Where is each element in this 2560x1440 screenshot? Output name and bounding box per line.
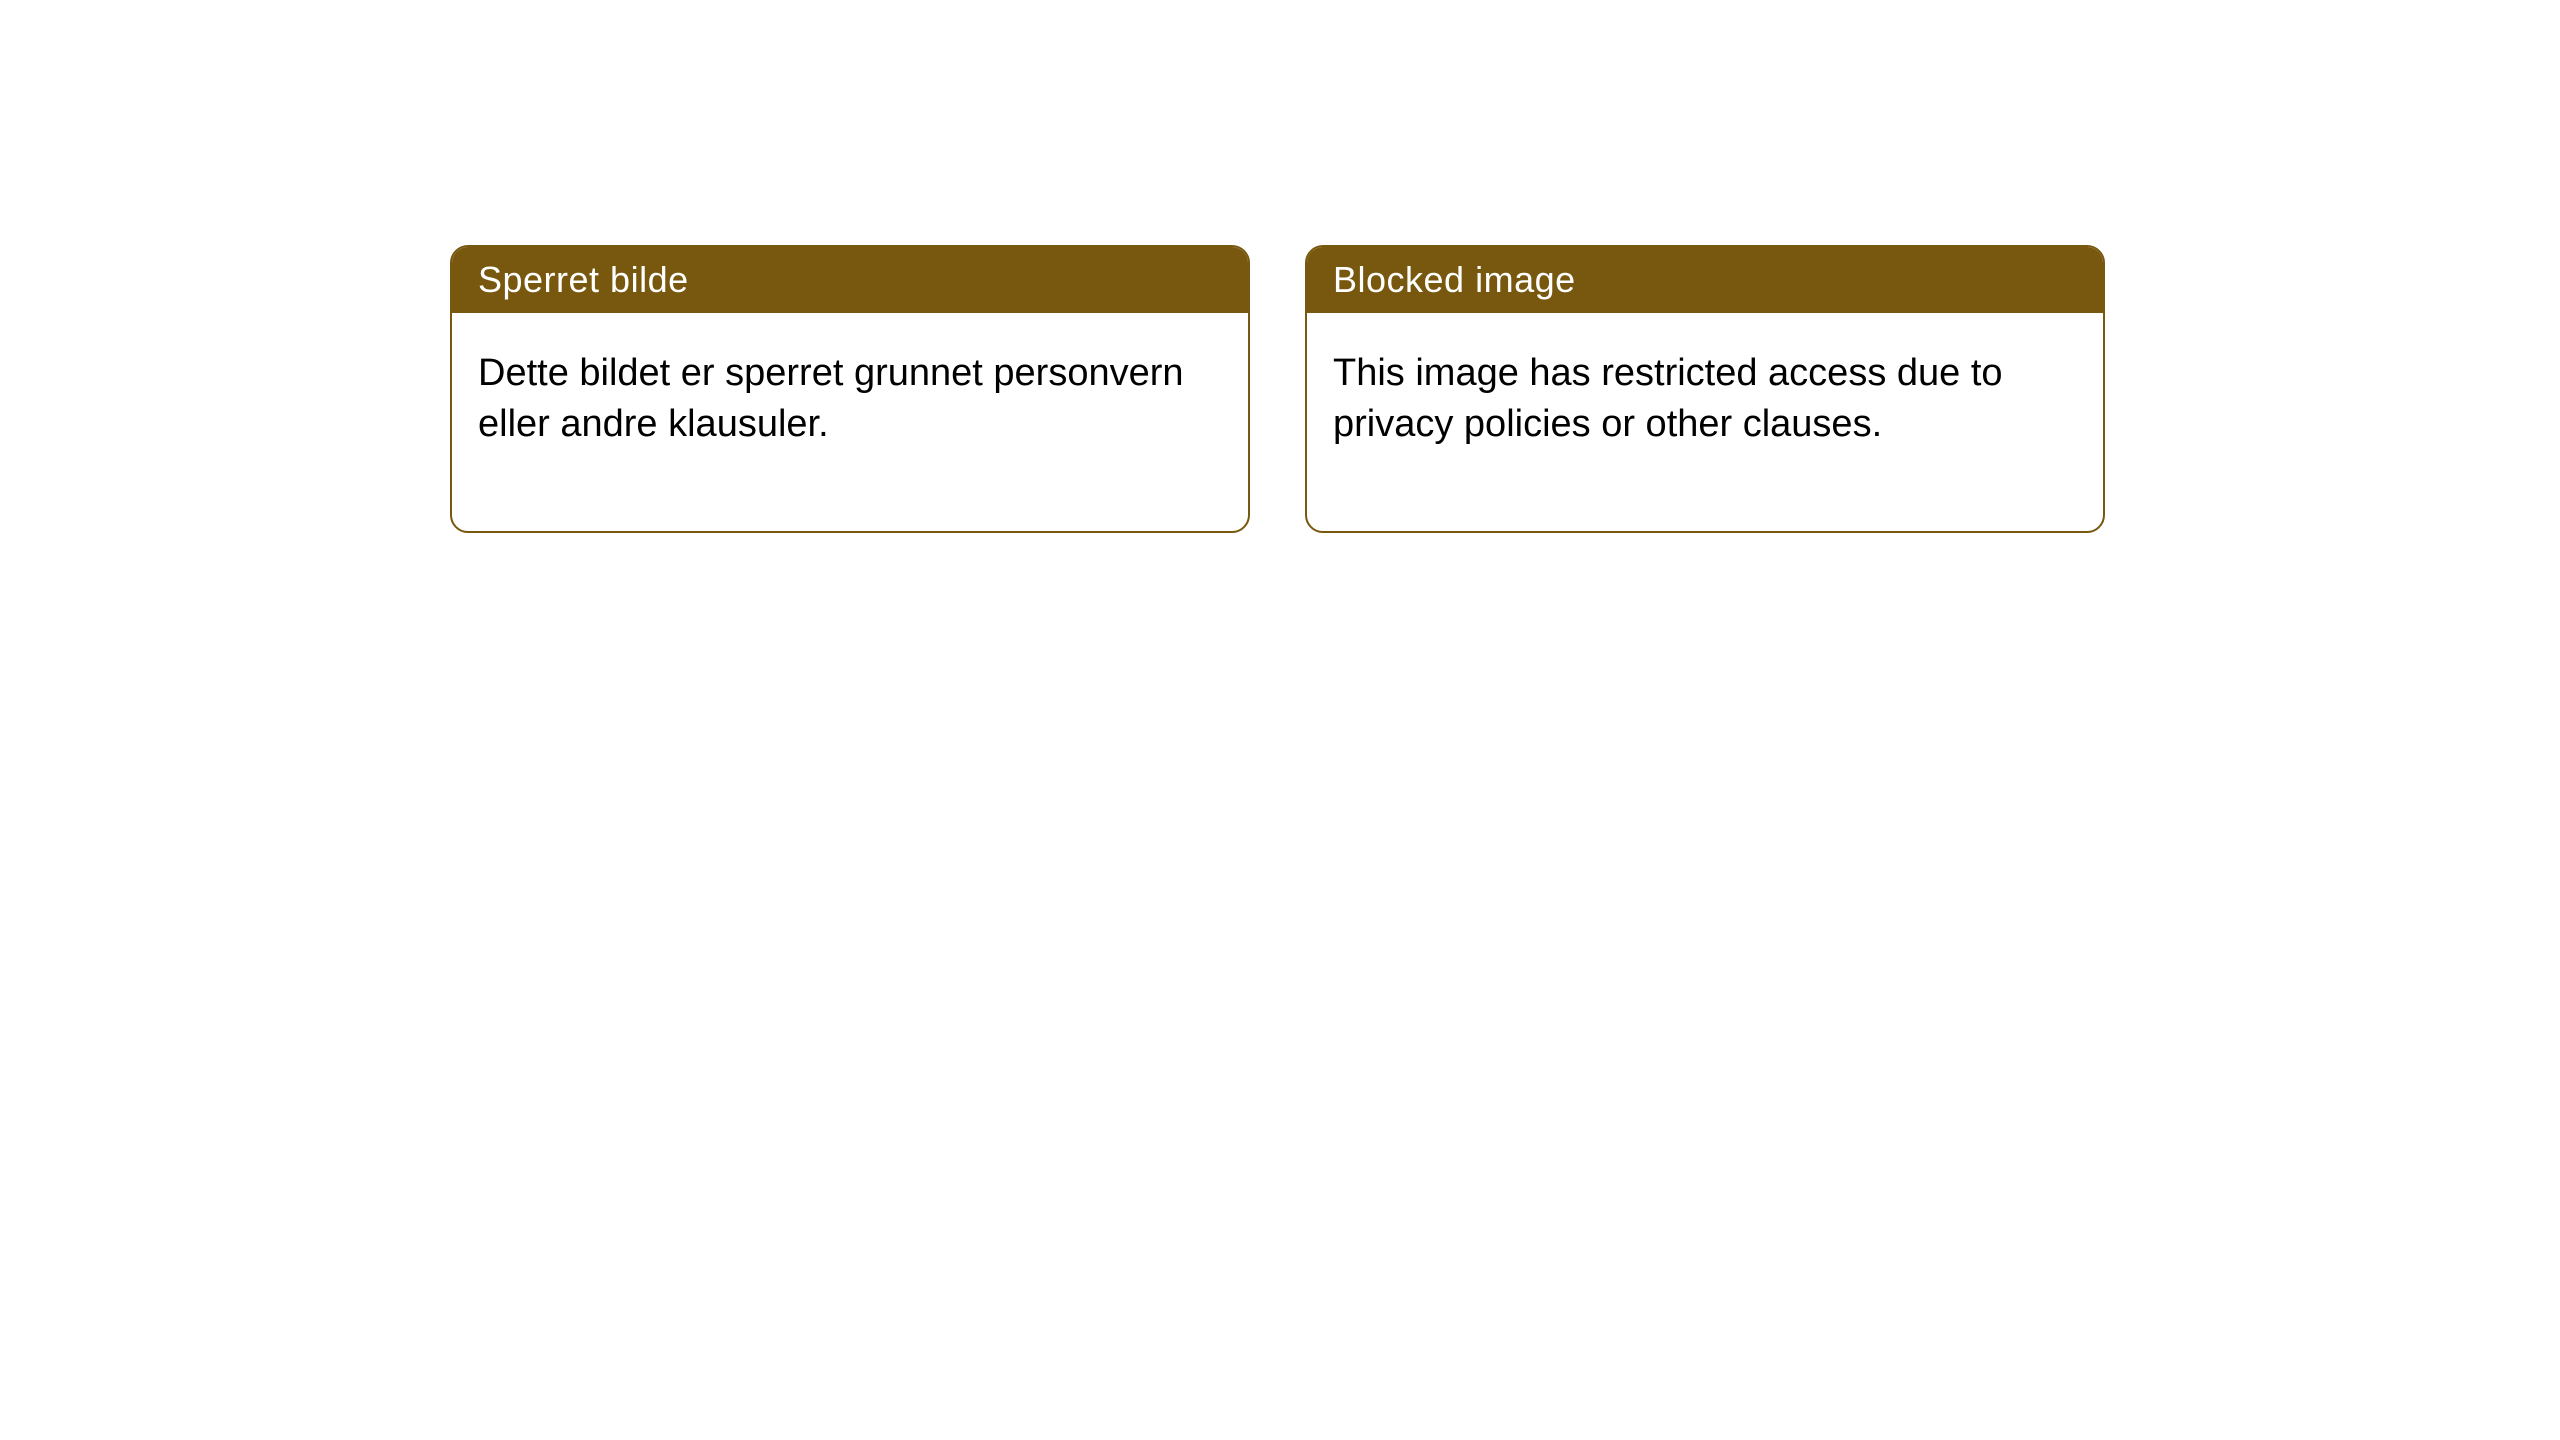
notice-header-right: Blocked image <box>1307 247 2103 313</box>
notice-container: Sperret bilde Dette bildet er sperret gr… <box>0 0 2560 533</box>
notice-body-left: Dette bildet er sperret grunnet personve… <box>452 313 1248 531</box>
notice-body-right: This image has restricted access due to … <box>1307 313 2103 531</box>
notice-header-left: Sperret bilde <box>452 247 1248 313</box>
notice-card-right: Blocked image This image has restricted … <box>1305 245 2105 533</box>
notice-card-left: Sperret bilde Dette bildet er sperret gr… <box>450 245 1250 533</box>
